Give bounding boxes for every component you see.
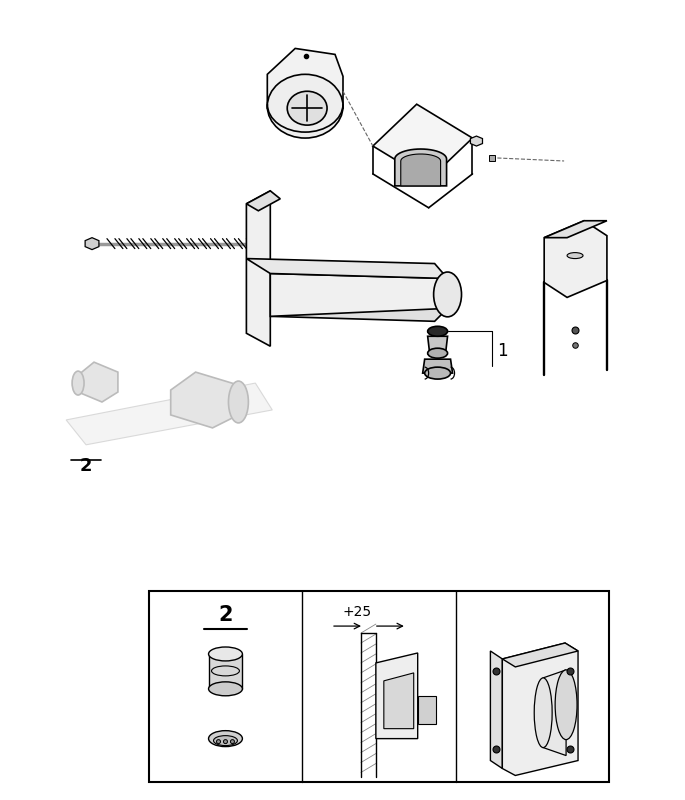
Ellipse shape (230, 740, 234, 744)
Polygon shape (401, 154, 440, 186)
Ellipse shape (427, 348, 447, 358)
Ellipse shape (229, 381, 249, 423)
Text: +25: +25 (342, 605, 371, 619)
Polygon shape (502, 643, 578, 775)
Ellipse shape (216, 740, 221, 744)
Polygon shape (395, 149, 447, 186)
Polygon shape (471, 136, 482, 146)
Polygon shape (544, 221, 607, 298)
Polygon shape (267, 49, 343, 108)
Polygon shape (384, 673, 414, 729)
Ellipse shape (208, 730, 242, 746)
Polygon shape (490, 651, 502, 769)
Polygon shape (247, 258, 447, 278)
Bar (208, 654, 242, 689)
Ellipse shape (208, 647, 242, 661)
Ellipse shape (555, 670, 577, 740)
Polygon shape (427, 336, 447, 353)
Polygon shape (66, 383, 272, 445)
Text: 1: 1 (497, 342, 508, 360)
Polygon shape (373, 104, 473, 180)
Ellipse shape (434, 272, 462, 317)
Ellipse shape (208, 682, 242, 696)
Bar (418, 696, 436, 724)
Ellipse shape (287, 91, 327, 125)
Polygon shape (85, 238, 99, 250)
Polygon shape (376, 653, 418, 738)
Ellipse shape (534, 678, 552, 747)
Polygon shape (543, 670, 566, 755)
Ellipse shape (214, 736, 238, 746)
Ellipse shape (223, 740, 227, 744)
Ellipse shape (567, 253, 583, 258)
Polygon shape (171, 372, 238, 428)
Ellipse shape (427, 326, 447, 336)
Text: 2: 2 (219, 605, 233, 625)
Ellipse shape (267, 74, 343, 138)
Text: 2: 2 (79, 457, 92, 474)
Polygon shape (502, 643, 578, 667)
Polygon shape (78, 362, 118, 402)
Polygon shape (271, 278, 447, 322)
Polygon shape (544, 221, 607, 238)
Polygon shape (247, 191, 271, 346)
Bar (149, 591, 609, 782)
Polygon shape (423, 359, 453, 373)
Ellipse shape (72, 371, 84, 395)
Ellipse shape (425, 367, 451, 379)
Polygon shape (271, 274, 447, 316)
Polygon shape (247, 191, 280, 210)
